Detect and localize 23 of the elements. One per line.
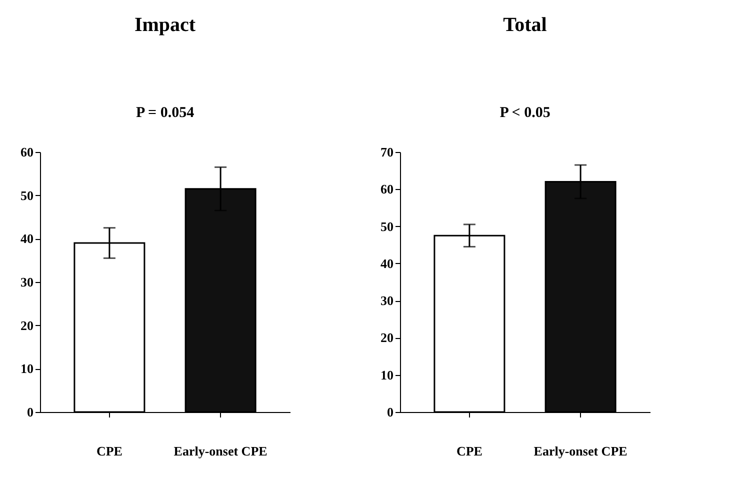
y-tick-label: 60 bbox=[380, 182, 394, 197]
y-tick-label: 20 bbox=[380, 330, 394, 346]
y-tick-label: 10 bbox=[20, 361, 34, 376]
y-tick-label: 50 bbox=[380, 218, 394, 234]
text: P = 0.054 bbox=[136, 105, 195, 121]
text: P < 0.05 bbox=[500, 105, 550, 121]
x-tick-label: CPE bbox=[456, 444, 482, 458]
y-tick-label: 0 bbox=[387, 404, 394, 420]
x-tick-label: Early-onset CPE bbox=[534, 444, 628, 458]
y-tick-label: 10 bbox=[380, 367, 394, 382]
y-tick-label: 30 bbox=[380, 293, 394, 308]
x-tick-label: CPE bbox=[96, 444, 122, 458]
chart-title: Total bbox=[503, 14, 548, 36]
y-tick-label: 50 bbox=[20, 188, 34, 203]
y-tick-label: 60 bbox=[20, 144, 34, 160]
y-tick-label: 0 bbox=[27, 404, 34, 420]
y-tick-label: 20 bbox=[20, 318, 34, 333]
y-tick-label: 40 bbox=[380, 256, 394, 271]
x-tick-label: Early-onset CPE bbox=[174, 444, 268, 458]
y-tick-label: 40 bbox=[20, 231, 34, 246]
y-tick-label: 70 bbox=[380, 144, 394, 160]
y-tick-label: 30 bbox=[20, 274, 34, 290]
chart-title: Impact bbox=[134, 14, 196, 36]
